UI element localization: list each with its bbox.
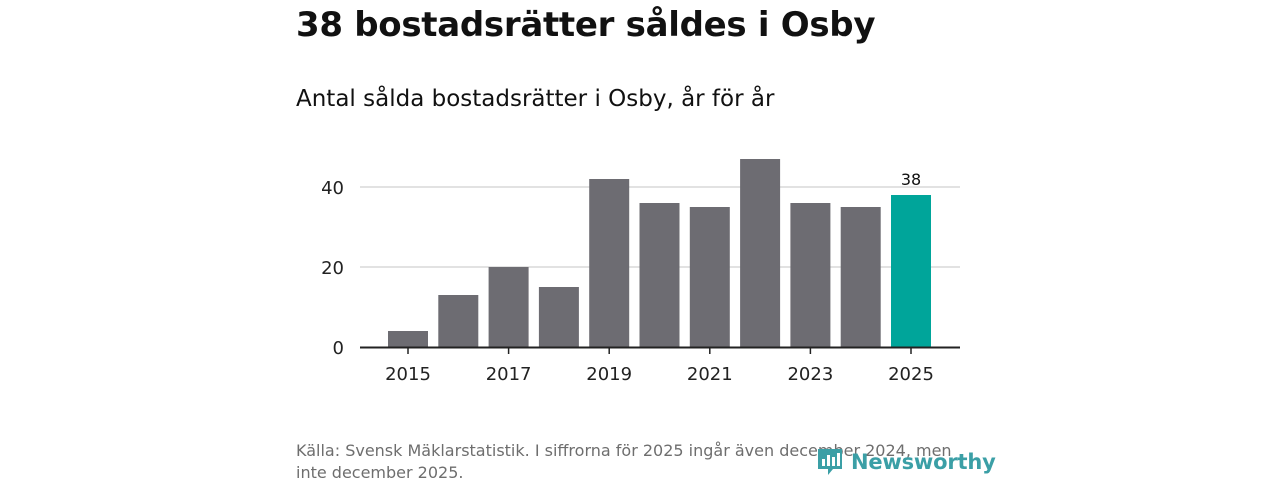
- chart-subtitle: Antal sålda bostadsrätter i Osby, år för…: [296, 86, 775, 112]
- x-axis-ticks: 2015 2017 2019 2021 2023 2025: [385, 347, 934, 385]
- bar-2025: [891, 195, 931, 347]
- bar-2019: [589, 179, 630, 347]
- bar-2015: [388, 331, 428, 347]
- bars: [388, 159, 931, 347]
- x-tick-label: 2015: [385, 364, 431, 385]
- y-tick-label: 20: [321, 258, 344, 279]
- bar-2023: [790, 203, 831, 347]
- y-tick-label: 40: [321, 178, 344, 199]
- x-tick-label: 2025: [888, 364, 934, 385]
- bar-2021: [689, 207, 730, 347]
- x-tick-label: 2017: [486, 364, 532, 385]
- bar-2017: [488, 267, 529, 347]
- bar-2022: [740, 159, 781, 347]
- data-label-2025: 38: [901, 170, 921, 189]
- bar-2020: [639, 203, 680, 347]
- y-axis-ticks: 0 20 40: [321, 178, 344, 359]
- x-tick-label: 2023: [787, 364, 833, 385]
- newsworthy-logo: Newsworthy: [815, 446, 996, 478]
- data-labels: 38: [901, 170, 921, 189]
- newsworthy-logo-icon: [818, 449, 842, 475]
- x-tick-label: 2021: [687, 364, 733, 385]
- x-tick-label: 2019: [586, 364, 632, 385]
- bar-2018: [538, 287, 579, 347]
- source-note: Källa: Svensk Mäklarstatistik. I siffror…: [296, 441, 952, 480]
- bar-2016: [438, 295, 479, 347]
- logo-text: Newsworthy: [851, 450, 996, 474]
- bar-2024: [840, 207, 881, 347]
- chart-title: 38 bostadsrätter såldes i Osby: [296, 5, 876, 45]
- y-tick-label: 0: [333, 338, 344, 359]
